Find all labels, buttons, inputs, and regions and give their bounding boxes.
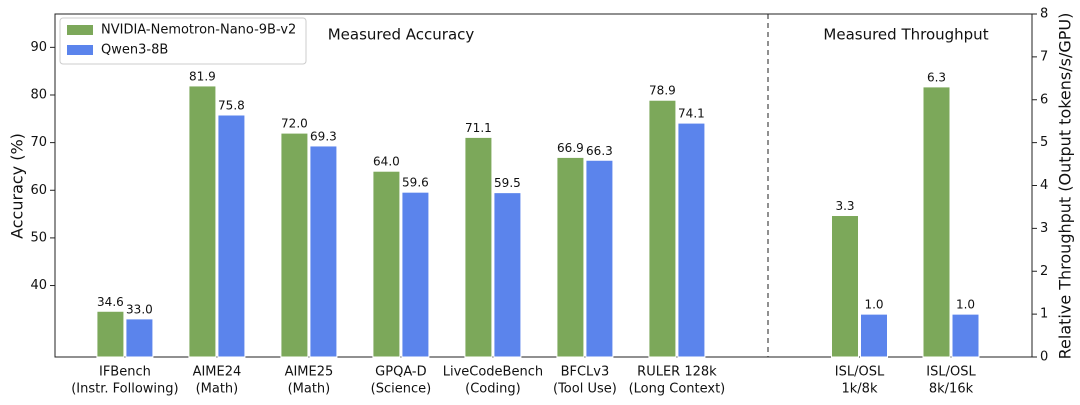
value-label: 33.0 (126, 302, 153, 316)
value-label: 66.3 (586, 144, 613, 158)
x-tick-label: 1k/8k (842, 382, 878, 397)
y-tick-label: 80 (30, 87, 47, 102)
bar (280, 132, 309, 358)
value-label: 71.1 (465, 121, 492, 135)
legend (59, 17, 307, 65)
bar (125, 318, 154, 358)
x-tick-label: (Science) (371, 382, 432, 397)
x-tick-label: (Math) (288, 382, 331, 397)
y2-axis-label: Relative Throughput (Output tokens/s/GPU… (1056, 13, 1075, 360)
bar (372, 170, 401, 358)
value-label: 72.0 (281, 117, 308, 131)
legend-swatch (67, 25, 93, 35)
bar (309, 145, 338, 358)
y-tick-label: 5 (1040, 135, 1048, 150)
legend-swatch (67, 45, 93, 55)
bar (677, 122, 706, 358)
value-label: 74.1 (678, 107, 705, 121)
value-label: 34.6 (97, 295, 124, 309)
y-tick-label: 90 (30, 40, 47, 55)
bar (96, 310, 125, 358)
value-label: 64.0 (373, 155, 400, 169)
y-tick-label: 70 (30, 135, 47, 150)
x-tick-label: (Math) (196, 382, 239, 397)
y-axis-label: Accuracy (%) (8, 133, 27, 239)
value-label: 59.5 (494, 176, 521, 190)
bar (493, 192, 522, 358)
value-label: 81.9 (189, 69, 216, 83)
x-tick-label: (Long Context) (629, 382, 726, 397)
panel-title: Measured Accuracy (328, 26, 475, 44)
bar (648, 99, 677, 358)
x-tick-label: (Tool Use) (553, 382, 617, 397)
y-tick-label: 3 (1040, 221, 1048, 236)
y-tick-label: 6 (1040, 92, 1048, 107)
x-tick-label: GPQA-D (375, 365, 426, 380)
x-tick-label: AIME25 (285, 365, 334, 380)
value-label: 66.9 (557, 141, 584, 155)
x-tick-label: AIME24 (193, 365, 242, 380)
value-label: 59.6 (402, 176, 429, 190)
y-tick-label: 7 (1040, 49, 1048, 64)
bar (188, 85, 217, 358)
x-tick-label: BFCLv3 (561, 365, 610, 380)
x-tick-label: ISL/OSL (926, 365, 976, 380)
legend-label: Qwen3-8B (101, 43, 168, 58)
x-tick-label: LiveCodeBench (443, 365, 543, 380)
y-tick-label: 4 (1040, 178, 1048, 193)
y-tick-label: 8 (1040, 7, 1048, 22)
x-tick-label: IFBench (99, 365, 151, 380)
panel-title: Measured Throughput (823, 26, 988, 44)
y-tick-label: 2 (1040, 264, 1048, 279)
bar (464, 136, 493, 358)
x-tick-label: ISL/OSL (835, 365, 885, 380)
value-label: 3.3 (835, 199, 854, 213)
x-tick-label: RULER 128k (637, 365, 717, 380)
y-tick-label: 0 (1040, 350, 1048, 365)
bar (556, 156, 585, 358)
value-label: 6.3 (927, 70, 946, 84)
x-tick-label: 8k/16k (929, 382, 974, 397)
bar (401, 191, 430, 358)
value-label: 78.9 (649, 84, 676, 98)
value-label: 69.3 (310, 129, 337, 143)
bar (217, 114, 246, 358)
legend-label: NVIDIA-Nemotron-Nano-9B-v2 (101, 23, 296, 38)
x-tick-label: (Coding) (465, 382, 521, 397)
bar (831, 215, 859, 358)
y-tick-label: 50 (30, 230, 47, 245)
value-label: 1.0 (956, 298, 975, 312)
bar (922, 86, 951, 358)
y-tick-label: 60 (30, 183, 47, 198)
bar (951, 313, 980, 358)
bar (585, 159, 614, 358)
y-tick-label: 40 (30, 278, 47, 293)
value-label: 75.8 (218, 98, 245, 112)
y-tick-label: 1 (1040, 307, 1048, 322)
value-label: 1.0 (864, 298, 883, 312)
x-tick-label: (Instr. Following) (71, 382, 178, 397)
bar (860, 313, 888, 358)
